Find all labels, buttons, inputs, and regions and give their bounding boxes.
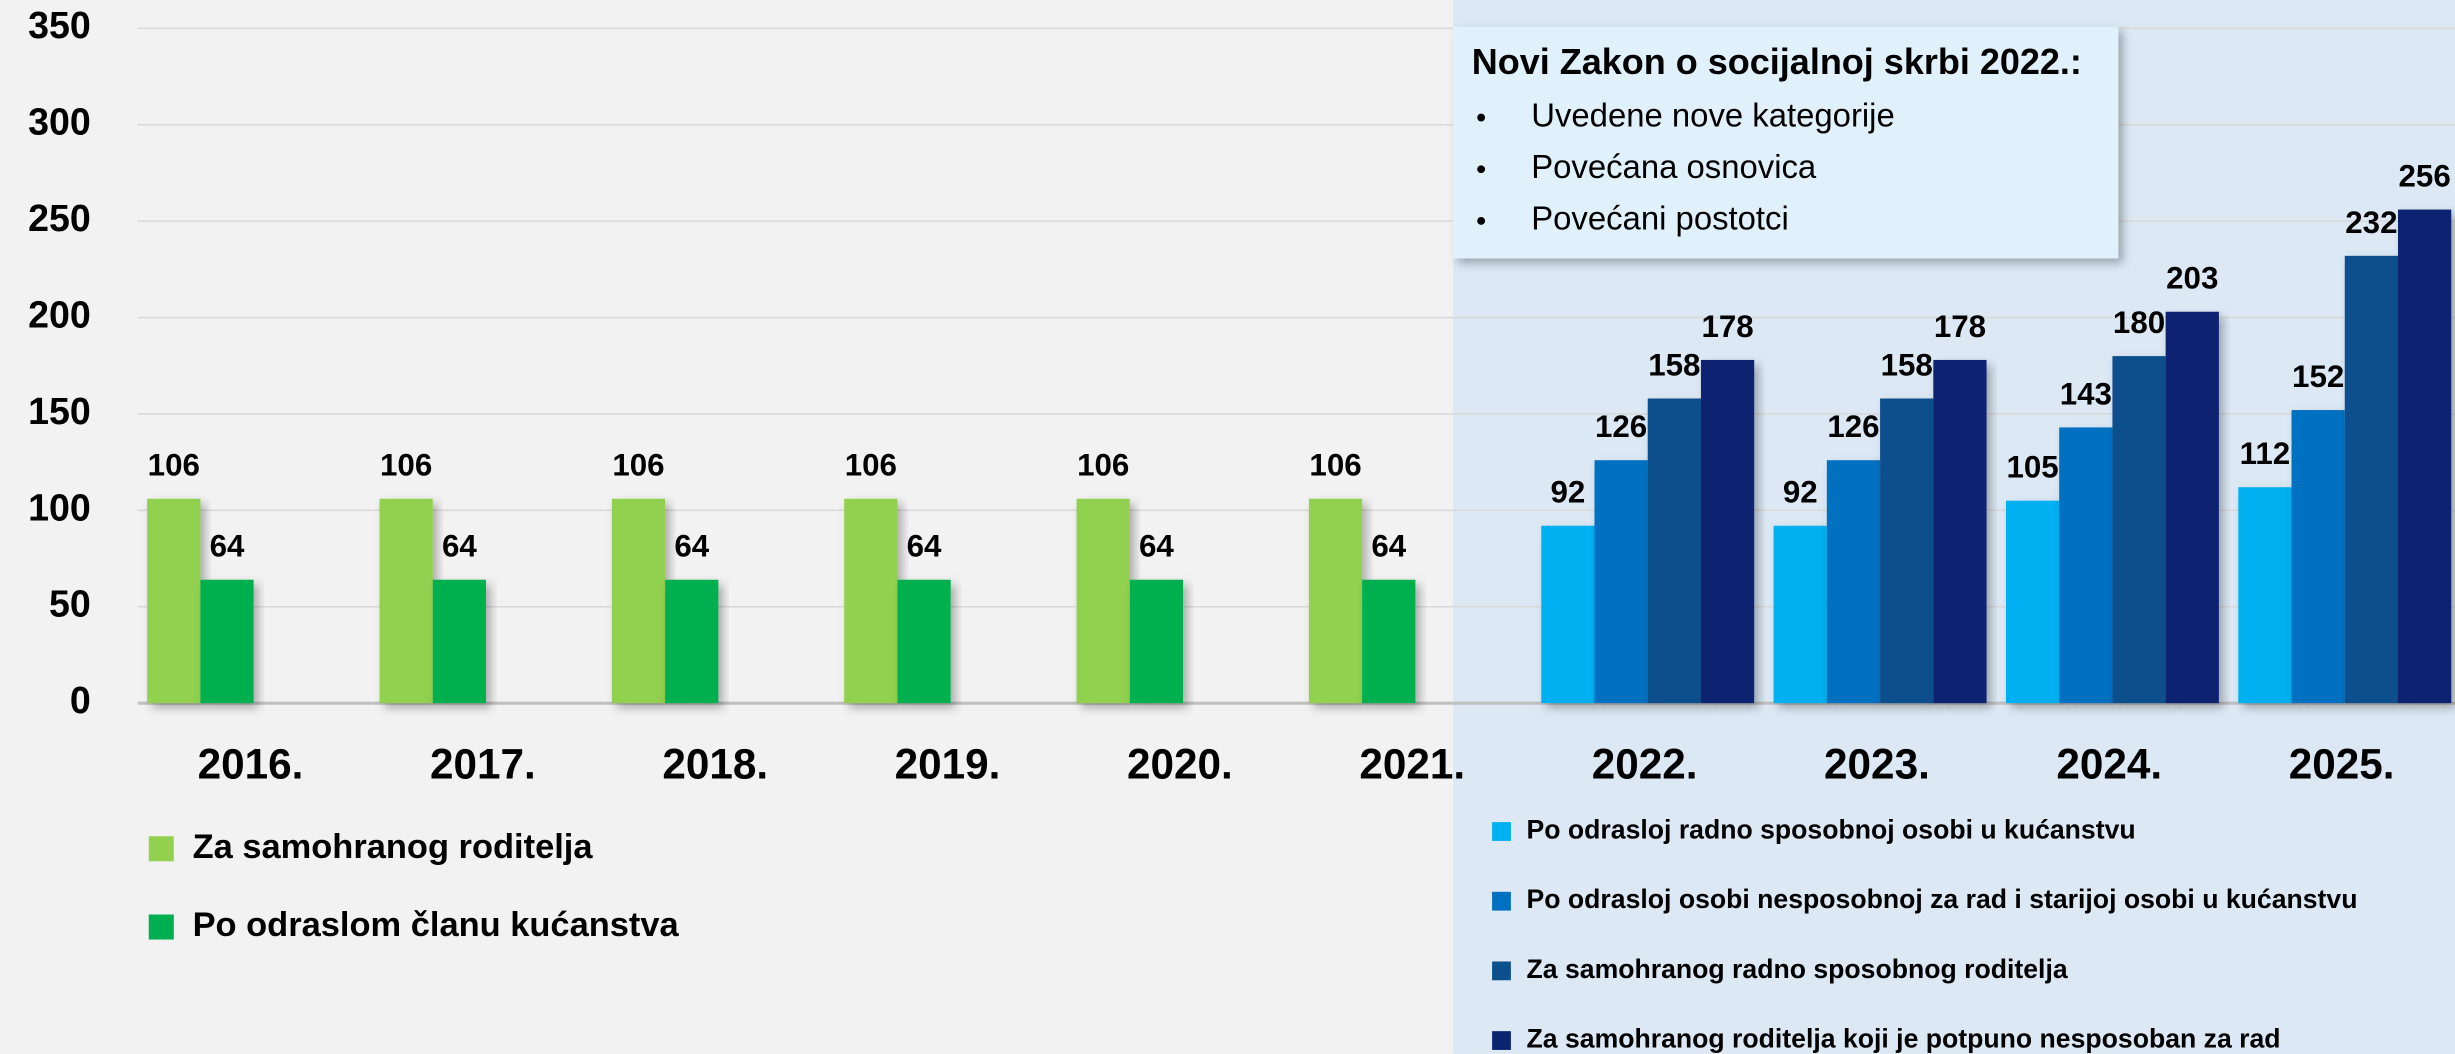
bar (432, 579, 486, 704)
data-label: 106 (845, 448, 897, 483)
bar (2398, 209, 2452, 704)
bar (1076, 498, 1130, 704)
bar (2005, 500, 2060, 704)
data-label: 152 (2292, 359, 2344, 394)
data-label: 105 (2006, 450, 2058, 485)
data-label: 178 (1934, 309, 1986, 344)
data-label: 232 (2345, 205, 2397, 240)
legend-swatch (1492, 961, 1511, 981)
legend-swatch (1492, 822, 1511, 841)
y-tick-label: 50 (49, 583, 91, 625)
bar (1826, 460, 1881, 704)
y-tick-label: 200 (28, 293, 91, 335)
x-tick-label: 2020. (1127, 741, 1233, 788)
data-label: 64 (210, 529, 245, 564)
bar (1541, 525, 1595, 704)
bar (2238, 487, 2292, 704)
bar (1647, 398, 1701, 704)
legend-label: Po odrasloj osobi nesposobnoj za rad i s… (1527, 884, 2358, 914)
legend-swatch (148, 836, 174, 862)
bar (2291, 410, 2345, 704)
data-label: 64 (674, 529, 709, 564)
legend-label: Po odrasloj radno sposobnoj osobi u kuća… (1527, 815, 2136, 845)
y-tick-label: 150 (28, 390, 91, 432)
x-tick-label: 2019. (895, 741, 1001, 788)
bar (1594, 460, 1648, 704)
annotation-title: Novi Zakon o socijalnoj skrbi 2022.: (1472, 41, 2082, 82)
bar (147, 498, 201, 704)
data-label: 126 (1827, 409, 1879, 444)
data-label: 158 (1648, 347, 1700, 382)
bar (611, 498, 666, 704)
bar (2112, 356, 2166, 704)
bar (379, 498, 433, 704)
bar (1700, 359, 1755, 704)
bullet (1477, 165, 1486, 174)
data-label: 64 (1371, 529, 1406, 564)
y-tick-label: 350 (28, 4, 91, 46)
x-tick-label: 2024. (2056, 741, 2162, 788)
bullet (1477, 216, 1486, 225)
y-tick-label: 0 (70, 679, 91, 721)
bar (2059, 427, 2113, 704)
bar (2344, 255, 2399, 704)
data-label: 106 (1077, 448, 1129, 483)
data-label: 92 (1550, 475, 1585, 510)
legend-label: Za samohranog radno sposobnog roditelja (1527, 954, 2068, 984)
data-label: 203 (2166, 261, 2218, 296)
data-label: 64 (1139, 529, 1174, 564)
data-label: 64 (907, 529, 942, 564)
bullet (1477, 113, 1486, 122)
legend-swatch (148, 914, 174, 940)
data-label: 256 (2399, 159, 2451, 194)
x-tick-label: 2018. (662, 741, 768, 788)
data-label: 106 (380, 448, 432, 483)
data-label: 64 (442, 529, 477, 564)
data-label: 106 (1309, 448, 1361, 483)
legend-label: Za samohranog roditelja koji je potpuno … (1527, 1024, 2281, 1054)
y-tick-label: 100 (28, 486, 91, 528)
data-label: 180 (2113, 305, 2165, 340)
bar (665, 579, 719, 704)
x-tick-label: 2022. (1592, 741, 1698, 788)
bar (1129, 579, 1184, 704)
y-tick-label: 250 (28, 197, 91, 239)
bar (844, 498, 898, 704)
data-label: 143 (2060, 376, 2112, 411)
data-label: 92 (1783, 475, 1818, 510)
bar (897, 579, 951, 704)
annotation-item: Uvedene nove kategorije (1531, 96, 1895, 133)
x-tick-label: 2021. (1359, 741, 1465, 788)
bar (200, 579, 254, 704)
legend-swatch (1492, 1031, 1511, 1050)
legend-label: Po odraslom članu kućanstva (193, 906, 680, 944)
annotation-box (1452, 26, 2119, 259)
annotation-item: Povećana osnovica (1531, 148, 1817, 185)
data-label: 106 (612, 448, 664, 483)
data-label: 126 (1595, 409, 1647, 444)
x-tick-label: 2025. (2289, 741, 2395, 788)
x-tick-label: 2023. (1824, 741, 1930, 788)
x-tick-label: 2017. (430, 741, 536, 788)
y-tick-label: 300 (28, 101, 91, 143)
bar (1773, 525, 1827, 704)
data-label: 112 (2240, 436, 2291, 471)
data-label: 178 (1701, 309, 1753, 344)
bar (1933, 359, 1987, 704)
bar (2165, 311, 2219, 704)
legend-swatch (1492, 891, 1511, 911)
bar (1362, 579, 1416, 704)
data-label: 106 (148, 448, 200, 483)
bar (1308, 498, 1363, 704)
data-label: 158 (1881, 347, 1933, 382)
x-tick-label: 2016. (198, 741, 304, 788)
bar (1880, 398, 1934, 704)
annotation-item: Povećani postotci (1531, 200, 1789, 237)
legend-label: Za samohranog roditelja (193, 828, 594, 866)
